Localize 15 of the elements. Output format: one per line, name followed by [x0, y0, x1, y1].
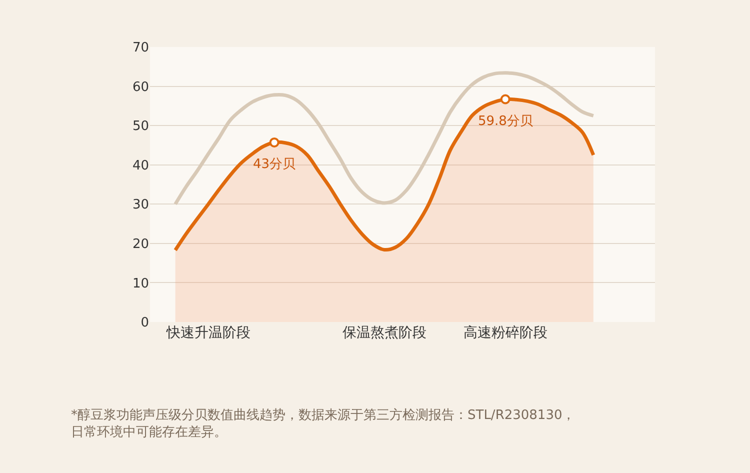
y-tick-label: 40 [132, 158, 149, 174]
y-tick-label: 60 [132, 80, 149, 95]
x-tick-label: 快速升温阶段 [165, 325, 250, 341]
line-series [174, 71, 596, 206]
y-tick-label: 70 [132, 40, 149, 56]
annotation: 59.8分贝 [478, 114, 533, 129]
text: *醇豆浆功能声压级分贝数值曲线趋势，数据来源于第三方检测报告：STL/R2308130，日常环境中可能存在差异。 [71, 407, 576, 440]
x-tick-label: 保温熬煮阶段 [342, 325, 426, 341]
y-tick-label: 50 [132, 119, 149, 134]
x-tick-label: 高速粉碎阶段 [463, 325, 548, 341]
y-tick-label: 30 [132, 198, 149, 213]
y-tick-label: 0 [140, 316, 149, 331]
y-tick-label: 10 [132, 276, 149, 292]
y-tick-label: 20 [132, 236, 149, 252]
annotation: 43分贝 [253, 157, 296, 172]
